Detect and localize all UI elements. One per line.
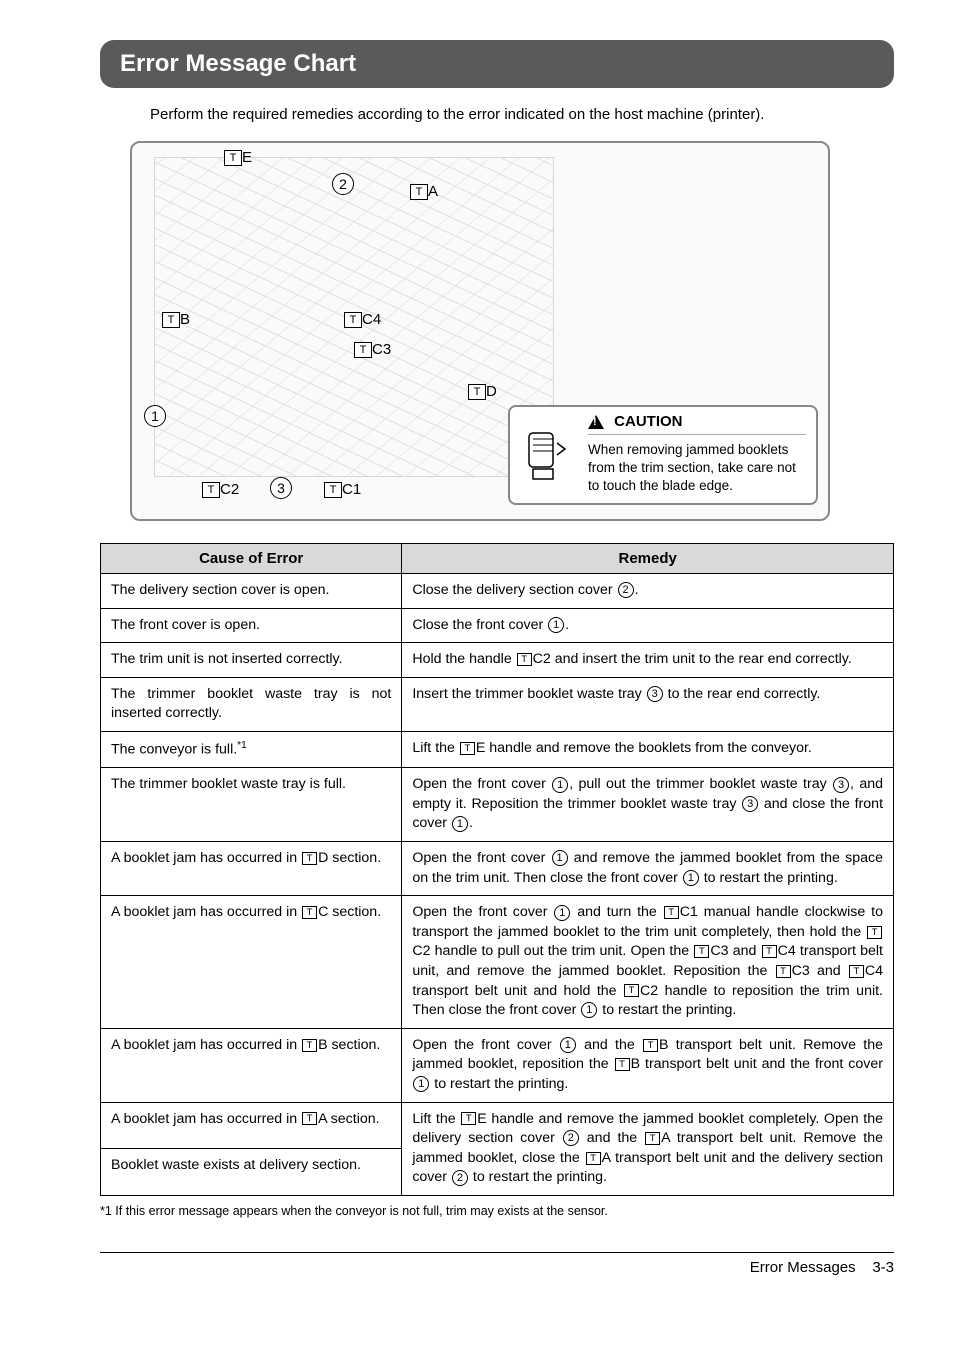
warning-triangle-icon	[588, 415, 604, 429]
t-icon: T	[468, 384, 486, 400]
label-TC2: TC2	[202, 481, 239, 498]
label-circ2: 2	[332, 173, 354, 195]
label-TC3: TC3	[354, 341, 391, 358]
caution-panel: CAUTION When removing jammed booklets fr…	[508, 405, 818, 505]
footnote: *1 If this error message appears when th…	[100, 1202, 894, 1218]
label-circ3: 3	[270, 477, 292, 499]
table-cause-cell: The front cover is open.	[101, 608, 402, 643]
diagram-frame: TE 2 TA TB TC4 TC3 TD 1 TC2 3 TC1	[130, 141, 830, 521]
table-cause-cell: A booklet jam has occurred in TB section…	[101, 1028, 402, 1102]
table-remedy-cell: Lift the TE handle and remove the bookle…	[402, 731, 894, 767]
label-TE: TE	[224, 149, 252, 166]
caution-heading: CAUTION	[588, 413, 806, 435]
diagram-area: TE 2 TA TB TC4 TC3 TD 1 TC2 3 TC1	[130, 141, 894, 521]
error-table: Cause of Error Remedy The delivery secti…	[100, 543, 894, 1196]
label-TA: TA	[410, 183, 438, 200]
circle-1-icon: 1	[144, 405, 166, 427]
intro-text: Perform the required remedies according …	[150, 106, 894, 123]
t-icon: T	[410, 184, 428, 200]
footer-section: Error Messages	[750, 1259, 856, 1276]
label-TC4: TC4	[344, 311, 381, 328]
circle-3-icon: 3	[270, 477, 292, 499]
caution-body: When removing jammed booklets from the t…	[588, 441, 806, 496]
table-remedy-cell: Open the front cover 1 and the TB transp…	[402, 1028, 894, 1102]
table-cause-cell: The trimmer booklet waste tray is not in…	[101, 677, 402, 731]
table-remedy-cell: Open the front cover 1 and turn the TC1 …	[402, 896, 894, 1029]
table-remedy-cell: Open the front cover 1, pull out the tri…	[402, 768, 894, 842]
label-TB: TB	[162, 311, 190, 328]
table-remedy-cell: Close the front cover 1.	[402, 608, 894, 643]
label-TC1: TC1	[324, 481, 361, 498]
caution-hand-icon	[510, 407, 582, 503]
t-icon: T	[324, 482, 342, 498]
page-title: Error Message Chart	[100, 40, 894, 88]
table-remedy-cell: Hold the handle TC2 and insert the trim …	[402, 643, 894, 678]
table-remedy-cell: Insert the trimmer booklet waste tray 3 …	[402, 677, 894, 731]
table-cause-cell: The trimmer booklet waste tray is full.	[101, 768, 402, 842]
t-icon: T	[344, 312, 362, 328]
table-remedy-cell: Close the delivery section cover 2.	[402, 574, 894, 609]
table-cause-cell: A booklet jam has occurred in TD section…	[101, 842, 402, 896]
table-cause-cell: Booklet waste exists at delivery section…	[101, 1149, 402, 1196]
t-icon: T	[202, 482, 220, 498]
label-circ1: 1	[144, 405, 166, 427]
table-cause-cell: The delivery section cover is open.	[101, 574, 402, 609]
t-icon: T	[224, 150, 242, 166]
page-footer: Error Messages 3-3	[100, 1252, 894, 1276]
table-remedy-cell: Open the front cover 1 and remove the ja…	[402, 842, 894, 896]
table-cause-cell: The trim unit is not inserted correctly.	[101, 643, 402, 678]
table-remedy-cell: Lift the TE handle and remove the jammed…	[402, 1102, 894, 1195]
t-icon: T	[354, 342, 372, 358]
table-cause-cell: A booklet jam has occurred in TA section…	[101, 1102, 402, 1149]
table-cause-cell: The conveyor is full.*1	[101, 731, 402, 767]
footer-page: 3-3	[872, 1259, 894, 1276]
th-cause: Cause of Error	[101, 544, 402, 574]
label-TD: TD	[468, 383, 497, 400]
table-cause-cell: A booklet jam has occurred in TC section…	[101, 896, 402, 1029]
t-icon: T	[162, 312, 180, 328]
circle-2-icon: 2	[332, 173, 354, 195]
th-remedy: Remedy	[402, 544, 894, 574]
